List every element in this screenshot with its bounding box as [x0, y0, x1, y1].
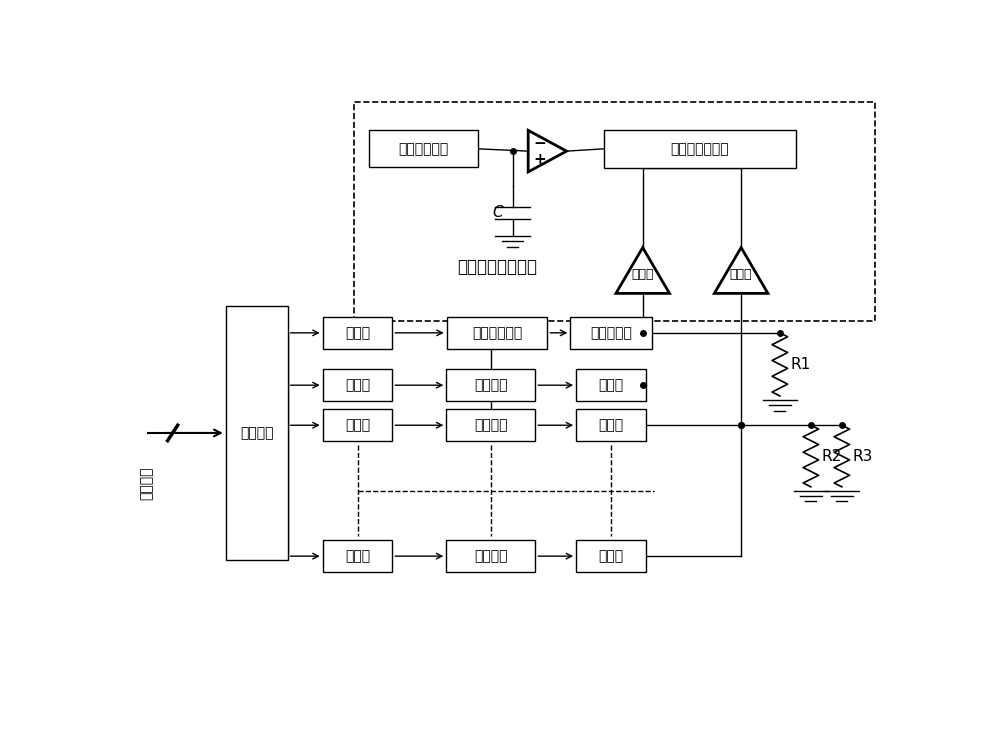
- Text: 放大器: 放大器: [730, 268, 752, 280]
- Text: 电流元: 电流元: [598, 419, 623, 432]
- Text: 基准电流元: 基准电流元: [590, 326, 632, 340]
- Bar: [354, 102, 875, 321]
- Text: 数字信号: 数字信号: [140, 466, 154, 500]
- Bar: [323, 540, 392, 572]
- Text: R1: R1: [791, 357, 811, 372]
- Bar: [446, 540, 535, 572]
- Text: R2: R2: [822, 448, 842, 463]
- Bar: [446, 409, 535, 442]
- Text: 延时控制电路: 延时控制电路: [398, 142, 448, 156]
- Text: C: C: [493, 205, 503, 220]
- Bar: [576, 409, 646, 442]
- Bar: [604, 130, 796, 168]
- Text: 放大器: 放大器: [631, 268, 654, 280]
- Text: 电流元: 电流元: [598, 378, 623, 392]
- Bar: [447, 316, 547, 349]
- Text: 延时电路: 延时电路: [474, 378, 508, 392]
- Bar: [570, 316, 652, 349]
- Text: 延时电路: 延时电路: [474, 419, 508, 432]
- Bar: [446, 369, 535, 401]
- Bar: [576, 369, 646, 401]
- Bar: [323, 409, 392, 442]
- Text: 锁存器: 锁存器: [345, 326, 370, 340]
- Text: R3: R3: [853, 448, 873, 463]
- Text: 锁存器: 锁存器: [345, 378, 370, 392]
- Text: −: −: [533, 136, 546, 151]
- Bar: [323, 369, 392, 401]
- Bar: [369, 131, 478, 167]
- Text: 锁存器: 锁存器: [345, 419, 370, 432]
- Text: 锁存器: 锁存器: [345, 549, 370, 563]
- Text: 时间差保持电路: 时间差保持电路: [671, 142, 729, 156]
- Text: 译码电路: 译码电路: [240, 426, 274, 440]
- Text: +: +: [533, 152, 546, 167]
- Bar: [226, 306, 288, 560]
- Text: 基准延时电路: 基准延时电路: [472, 326, 522, 340]
- Text: 电流元: 电流元: [598, 549, 623, 563]
- Text: 时域误差校正单元: 时域误差校正单元: [457, 257, 537, 275]
- Text: 延时电路: 延时电路: [474, 549, 508, 563]
- Bar: [323, 316, 392, 349]
- Bar: [576, 540, 646, 572]
